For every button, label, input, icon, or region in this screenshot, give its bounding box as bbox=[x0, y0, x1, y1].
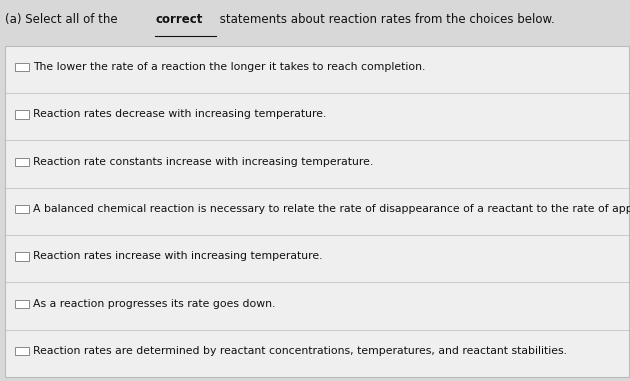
Text: Reaction rates are determined by reactant concentrations, temperatures, and reac: Reaction rates are determined by reactan… bbox=[33, 346, 567, 356]
Text: As a reaction progresses its rate goes down.: As a reaction progresses its rate goes d… bbox=[33, 299, 275, 309]
Text: Reaction rate constants increase with increasing temperature.: Reaction rate constants increase with in… bbox=[33, 157, 373, 167]
FancyBboxPatch shape bbox=[15, 205, 29, 213]
FancyBboxPatch shape bbox=[15, 63, 29, 71]
FancyBboxPatch shape bbox=[5, 46, 629, 377]
Text: The lower the rate of a reaction the longer it takes to reach completion.: The lower the rate of a reaction the lon… bbox=[33, 62, 425, 72]
FancyBboxPatch shape bbox=[15, 158, 29, 166]
FancyBboxPatch shape bbox=[15, 252, 29, 261]
Text: (a) Select all of the: (a) Select all of the bbox=[5, 13, 122, 26]
Text: A balanced chemical reaction is necessary to relate the rate of disappearance of: A balanced chemical reaction is necessar… bbox=[33, 204, 630, 214]
Text: statements about reaction rates from the choices below.: statements about reaction rates from the… bbox=[216, 13, 555, 26]
Text: Reaction rates decrease with increasing temperature.: Reaction rates decrease with increasing … bbox=[33, 109, 326, 119]
FancyBboxPatch shape bbox=[15, 299, 29, 308]
Text: correct: correct bbox=[155, 13, 203, 26]
FancyBboxPatch shape bbox=[15, 110, 29, 118]
FancyBboxPatch shape bbox=[15, 347, 29, 355]
Text: Reaction rates increase with increasing temperature.: Reaction rates increase with increasing … bbox=[33, 251, 323, 261]
